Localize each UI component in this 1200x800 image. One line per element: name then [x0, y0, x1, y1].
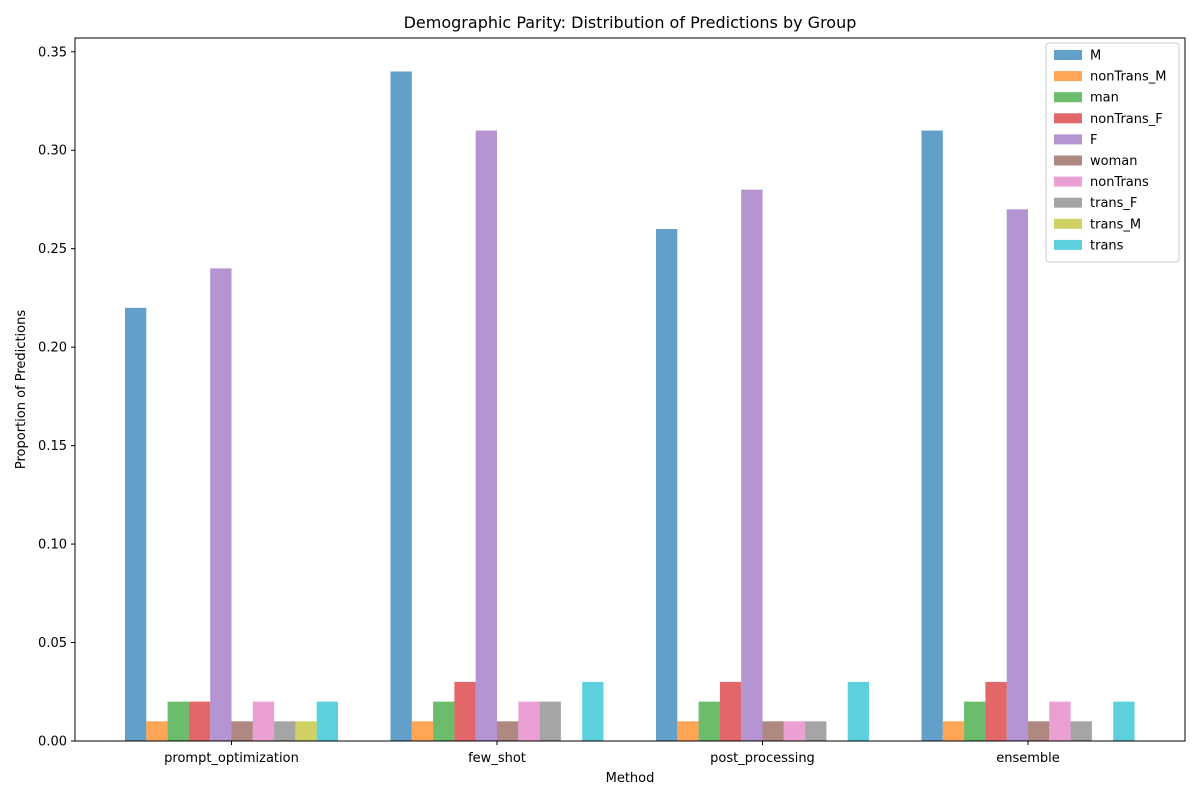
bar-nonTrans_F-prompt_optimization [188, 701, 211, 741]
bar-trans_M-prompt_optimization [295, 721, 317, 741]
y-axis-label: Proportion of Predictions [14, 310, 29, 469]
bar-woman-post_processing [762, 721, 784, 741]
legend-label-nonTrans: nonTrans [1090, 175, 1149, 190]
y-axis: 0.00 0.05 0.10 0.15 0.20 0.25 0.30 0.35 [38, 45, 75, 750]
bar-trans_F-few_shot [539, 701, 561, 741]
bar-woman-few_shot [497, 721, 519, 741]
bar-man-prompt_optimization [167, 701, 189, 741]
bar-F-prompt_optimization [210, 268, 232, 741]
bar-nonTrans_M-few_shot [411, 721, 434, 741]
bar-F-post_processing [741, 189, 763, 741]
bar-trans-ensemble [1113, 701, 1135, 741]
bar-F-few_shot [475, 130, 497, 742]
y-tick-label: 0.20 [38, 341, 67, 356]
legend-label-trans_F: trans_F [1090, 196, 1137, 211]
legend-swatch-man [1054, 92, 1082, 103]
bar-nonTrans_M-post_processing [677, 721, 699, 741]
bar-nonTrans-few_shot [518, 701, 540, 741]
x-tick-label: few_shot [468, 751, 526, 766]
legend-swatch-F [1054, 134, 1082, 145]
bar-nonTrans-post_processing [783, 721, 806, 741]
legend-label-F: F [1090, 133, 1097, 148]
legend-swatch-nonTrans [1054, 176, 1082, 187]
legend-label-M: M [1090, 49, 1101, 64]
bar-F-ensemble [1006, 209, 1028, 741]
legend-swatch-nonTrans_M [1054, 71, 1082, 82]
legend-label-nonTrans_M: nonTrans_M [1090, 70, 1167, 85]
x-axis: prompt_optimization few_shot post_processi… [164, 741, 1060, 766]
chart-title: Demographic Parity: Distribution of Pred… [404, 13, 857, 32]
y-tick-label: 0.05 [38, 636, 67, 651]
legend-label-man: man [1090, 91, 1119, 106]
bar-nonTrans_F-few_shot [454, 681, 476, 741]
legend-label-woman: woman [1090, 154, 1137, 169]
bar-nonTrans-prompt_optimization [252, 701, 275, 741]
bar-M-post_processing [656, 229, 678, 741]
legend-swatch-nonTrans_F [1054, 113, 1082, 124]
legend-swatch-trans_F [1054, 197, 1082, 208]
x-tick-label: post_processing [710, 751, 815, 766]
bar-woman-prompt_optimization [231, 721, 253, 741]
legend-swatch-woman [1054, 155, 1082, 166]
bar-M-prompt_optimization [125, 307, 147, 741]
y-tick-label: 0.35 [38, 45, 67, 60]
y-tick-label: 0.00 [38, 735, 67, 750]
bar-nonTrans_F-post_processing [719, 681, 742, 741]
bar-nonTrans_M-ensemble [942, 721, 965, 741]
legend-swatch-trans_M [1054, 218, 1082, 229]
bar-M-few_shot [390, 71, 412, 742]
y-tick-label: 0.10 [38, 538, 67, 553]
bar-man-post_processing [698, 701, 720, 741]
legend-label-trans_M: trans_M [1090, 217, 1141, 232]
y-tick-label: 0.15 [38, 439, 67, 454]
bar-nonTrans_F-ensemble [985, 681, 1007, 741]
y-tick-label: 0.25 [38, 242, 67, 257]
bar-man-few_shot [433, 701, 455, 741]
legend-label-trans: trans [1090, 238, 1124, 253]
bar-nonTrans_M-prompt_optimization [146, 721, 168, 741]
bars-layer [125, 71, 1135, 742]
x-tick-label: prompt_optimization [164, 751, 299, 766]
bar-trans-few_shot [582, 681, 604, 741]
bar-woman-ensemble [1028, 721, 1050, 741]
bar-man-ensemble [964, 701, 986, 741]
bar-trans-post_processing [847, 681, 869, 741]
x-axis-label: Method [606, 771, 655, 786]
bar-trans_F-prompt_optimization [274, 721, 296, 741]
x-tick-label: ensemble [996, 751, 1060, 766]
legend-swatch-M [1054, 50, 1082, 60]
plot-frame [74, 37, 1186, 742]
bar-trans_F-ensemble [1070, 721, 1092, 741]
bar-trans-prompt_optimization [316, 701, 338, 741]
bar-M-ensemble [921, 130, 943, 742]
y-tick-label: 0.30 [38, 144, 67, 159]
bar-nonTrans-ensemble [1049, 701, 1071, 741]
legend-label-nonTrans_F: nonTrans_F [1090, 112, 1163, 127]
bar-trans_F-post_processing [805, 721, 827, 741]
legend-swatch-trans [1054, 239, 1082, 250]
